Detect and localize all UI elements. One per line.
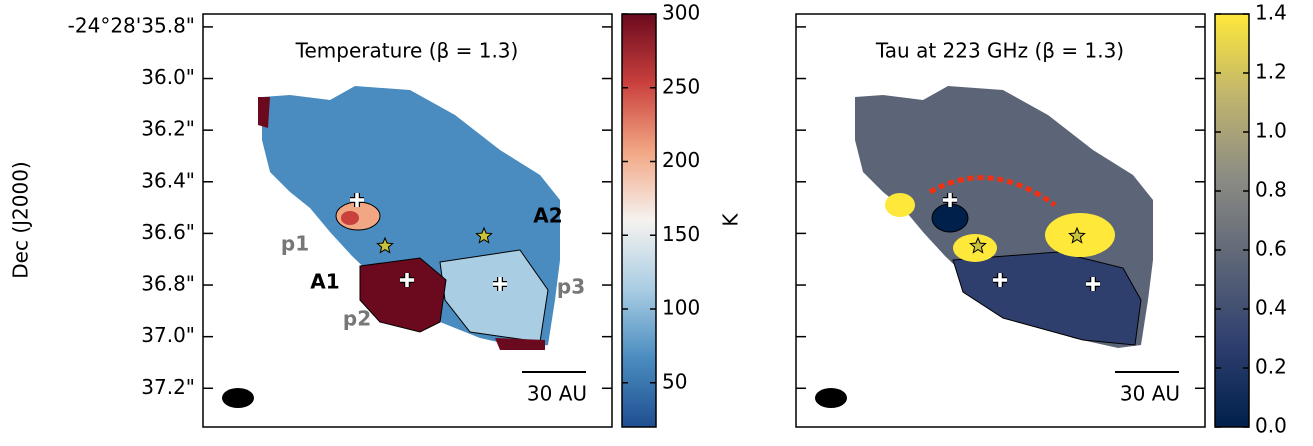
star-marker [376,236,394,254]
colorbar-tick-label: 0.4 [1255,296,1287,320]
map-region [359,257,447,333]
map-region [885,193,915,217]
y-tick-label: 36.0" [141,65,195,89]
panel-title: Temperature (β = 1.3) [295,39,519,63]
star-marker [1068,226,1086,244]
source-marker [993,273,1007,287]
colorbar-tick-label: 300 [662,1,700,25]
annotation: 30 AU [1120,382,1180,406]
colorbar-tick-label: 250 [662,74,700,98]
source-marker [493,277,507,291]
annotation: A1 [310,270,339,294]
annotation: A2 [533,204,562,228]
map-region [952,251,1142,346]
star-marker [475,226,493,244]
y-tick-label: 37.0" [141,323,195,347]
plot-frame [795,13,1206,428]
colorbar-tick-label: 0.6 [1255,237,1287,261]
source-marker [943,193,957,207]
y-tick-label: 36.6" [141,220,195,244]
colorbar-tick-label: 50 [662,369,687,393]
colorbar-tick-label: 1.4 [1255,1,1287,25]
colorbar-tick-label: 0.0 [1255,414,1287,438]
map-region [258,97,270,128]
colorbar-tick-label: 100 [662,296,700,320]
source-marker [350,193,364,207]
source-marker [1086,277,1100,291]
y-tick-label: 36.8" [141,272,195,296]
colorbar-tick-label: 0.2 [1255,355,1287,379]
y-tick-label: 36.4" [141,168,195,192]
colorbar-tick-label: 1.0 [1255,119,1287,143]
map-region [495,338,545,350]
beam [222,388,254,408]
colorbar-tick-label: 0.8 [1255,178,1287,202]
colorbar-tick-label: 150 [662,222,700,246]
star-marker [969,236,987,254]
panel-title: Tau at 223 GHz (β = 1.3) [875,39,1124,63]
colorbar-tick-label: 200 [662,148,700,172]
arc [928,175,1057,208]
beam [815,388,847,408]
y-tick-label: 36.2" [141,117,195,141]
map [258,86,560,350]
colorbar [621,13,657,428]
colorbar-tick-label: 1.2 [1255,60,1287,84]
y-axis-label: Dec (J2000) [9,161,33,278]
colorbar [1214,13,1250,428]
annotation: 30 AU [527,382,587,406]
y-tick-label: -24°28'35.8" [68,13,195,37]
plot-frame [202,13,613,428]
source-marker [400,273,414,287]
annotation: p1 [281,232,309,256]
map [855,86,1153,348]
annotation: p3 [557,275,585,299]
map-region [931,203,969,233]
y-tick-label: 37.2" [141,375,195,399]
map-region [341,211,359,225]
colorbar-label: K [719,213,743,227]
annotation: p2 [343,307,371,331]
